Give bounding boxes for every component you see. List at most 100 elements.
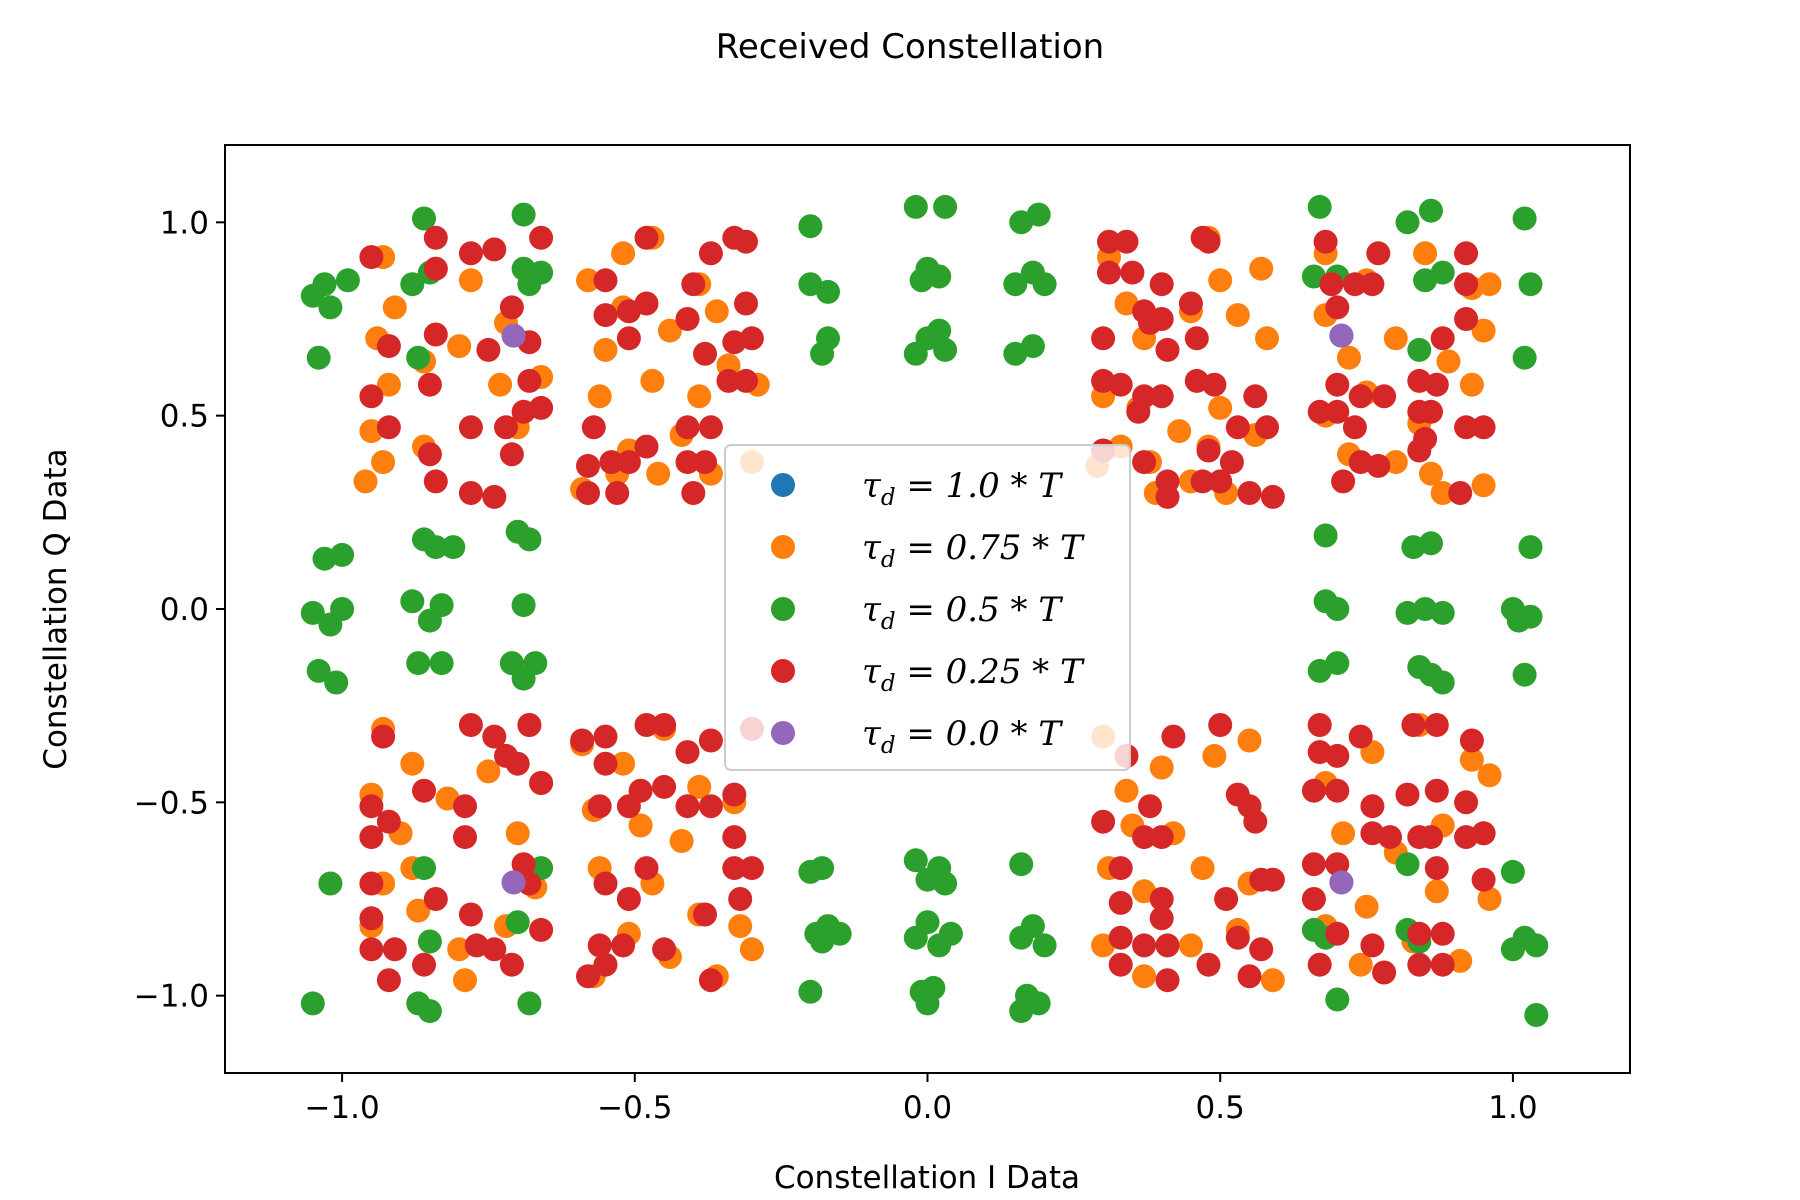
series-1-point (1477, 887, 1502, 911)
series-2-point (1518, 535, 1543, 560)
series-1-point (687, 774, 712, 799)
series-3-point (359, 871, 384, 896)
series-3-point (1471, 867, 1496, 892)
series-3-point (1149, 887, 1174, 911)
series-3-point (1459, 728, 1484, 753)
series-3-point (698, 415, 723, 440)
series-1-point (611, 751, 636, 776)
series-1-point (728, 914, 753, 939)
series-3-point (576, 481, 600, 505)
series-3-point (593, 303, 618, 328)
series-3-point (675, 740, 700, 765)
series-1-point (1114, 778, 1139, 803)
series-4-point (501, 323, 526, 348)
series-3-point (476, 337, 501, 362)
series-3-point (1091, 809, 1116, 834)
series-2-point (330, 542, 355, 567)
points-layer (300, 194, 1549, 1027)
series-3-point (1413, 426, 1438, 451)
y-tick-label: −0.5 (134, 785, 209, 821)
series-2-point (1313, 523, 1338, 548)
series-4-point (501, 870, 526, 895)
series-3-point (359, 825, 384, 850)
series-2-point (1325, 651, 1350, 676)
series-2-point (1430, 260, 1455, 285)
series-3-point (529, 395, 554, 420)
series-3-point (499, 952, 524, 977)
series-3-point (458, 415, 483, 440)
series-2-point (1512, 662, 1537, 687)
series-1-point (1149, 755, 1174, 780)
series-3-point (652, 774, 677, 799)
series-3-point (1196, 438, 1221, 463)
series-3-point (1424, 713, 1449, 737)
series-1-point (1237, 728, 1262, 753)
series-3-point (1243, 384, 1268, 409)
series-2-point (1032, 272, 1057, 297)
series-1-point (1225, 303, 1250, 328)
x-tick-label: 0.0 (903, 1090, 952, 1126)
series-3-point (423, 256, 448, 281)
series-3-point (529, 917, 554, 942)
series-3-point (1149, 825, 1174, 850)
series-3-point (417, 442, 442, 467)
series-3-point (1454, 241, 1479, 266)
series-3-point (1366, 453, 1391, 478)
series-3-point (1255, 415, 1279, 440)
series-3-point (1395, 782, 1420, 807)
series-3-point (1155, 337, 1180, 362)
series-3-point (529, 225, 554, 250)
series-1-point (611, 241, 636, 266)
series-1-point (400, 751, 425, 776)
series-3-point (1372, 384, 1397, 409)
series-3-point (1360, 272, 1385, 297)
series-3-point (1237, 964, 1262, 989)
series-2-point (1395, 852, 1420, 877)
y-tick-label: 0.0 (160, 592, 209, 628)
series-3-point (417, 372, 442, 397)
series-3-point (499, 442, 524, 467)
series-1-point (1249, 256, 1274, 281)
series-3-point (1132, 825, 1157, 850)
series-3-point (1307, 952, 1332, 977)
series-1-point (1471, 318, 1496, 343)
series-3-point (1325, 778, 1350, 803)
series-3-point (1114, 229, 1139, 254)
series-3-point (581, 415, 606, 440)
series-3-point (1307, 713, 1332, 737)
series-3-point (675, 415, 700, 440)
series-2-point (1512, 206, 1537, 231)
series-3-point (652, 713, 677, 737)
series-3-point (734, 229, 758, 254)
series-3-point (605, 481, 630, 505)
series-3-point (587, 794, 612, 819)
series-3-point (1325, 399, 1350, 424)
series-2-point (330, 597, 355, 621)
series-3-point (1108, 372, 1133, 397)
series-1-point (669, 829, 694, 853)
series-2-point (423, 535, 448, 560)
series-2-point (406, 651, 431, 676)
series-1-point (371, 450, 396, 475)
series-2-point (400, 589, 425, 614)
series-3-point (1138, 794, 1162, 819)
series-2-point (903, 848, 928, 873)
series-1-point (1459, 372, 1484, 397)
series-3-point (482, 724, 507, 749)
legend-marker-4 (771, 721, 795, 745)
series-2-point (1500, 859, 1525, 884)
series-3-point (1184, 326, 1209, 351)
series-3-point (376, 415, 401, 440)
series-2-point (798, 214, 823, 239)
series-3-point (482, 237, 507, 262)
series-3-point (1097, 260, 1121, 285)
series-3-point (675, 307, 700, 331)
series-3-point (1360, 933, 1385, 958)
series-3-point (1348, 724, 1373, 749)
series-3-point (1161, 724, 1186, 749)
legend-label-3: τd = 0.25 * T (862, 652, 1085, 697)
series-1-point (1354, 894, 1379, 919)
series-1-point (458, 268, 483, 293)
series-3-point (728, 887, 753, 911)
series-2-point (412, 206, 436, 231)
